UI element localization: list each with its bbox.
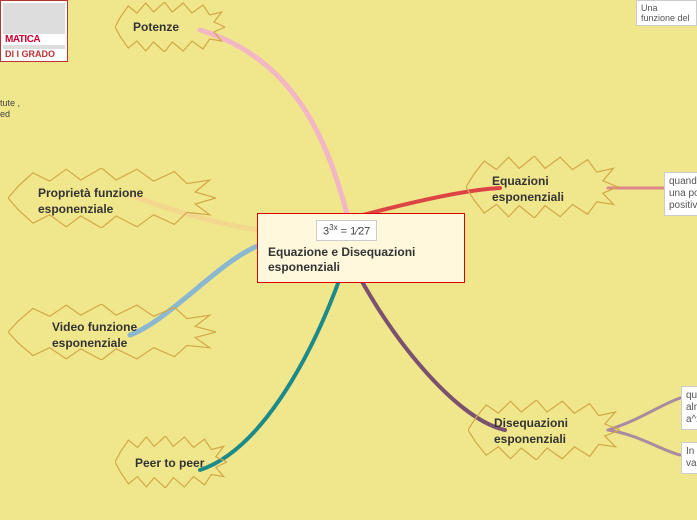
node-label-disexp: Disequazioniesponenziali [494,416,568,447]
thumb-caption: tute ,ed [0,98,20,120]
center-title: Equazione e Disequazioni esponenziali [268,245,454,276]
node-peer[interactable]: Peer to peer [115,436,227,488]
node-label-equexp: Equazioniesponenziali [492,174,564,205]
top-note-button[interactable]: Una funzione del [636,0,697,26]
center-formula: 33x = 1⁄27 [316,220,377,241]
node-disexp[interactable]: Disequazioniesponenziali [468,400,620,460]
note-noter2: In pvalo [681,442,697,474]
node-label-propfun: Proprietà funzioneesponenziale [38,186,143,217]
node-equexp[interactable]: Equazioniesponenziali [466,156,618,218]
node-potenze[interactable]: Potenze [115,2,225,52]
node-label-potenze: Potenze [133,20,179,36]
thumbnail-box[interactable]: MATICA DI I GRADO [0,0,68,62]
node-videof[interactable]: Video funzioneesponenziale [8,304,216,360]
node-label-videof: Video funzioneesponenziale [52,320,137,351]
center-node[interactable]: 33x = 1⁄27 Equazione e Disequazioni espo… [257,213,465,283]
thumb-tag2: DI I GRADO [3,49,65,59]
note-notetop: quando luna potepositivo [664,172,697,216]
node-label-peer: Peer to peer [135,456,204,472]
thumb-tag1: MATICA [3,34,65,45]
node-propfun[interactable]: Proprietà funzioneesponenziale [8,168,216,228]
note-noter1: quaalma^x [681,386,697,430]
